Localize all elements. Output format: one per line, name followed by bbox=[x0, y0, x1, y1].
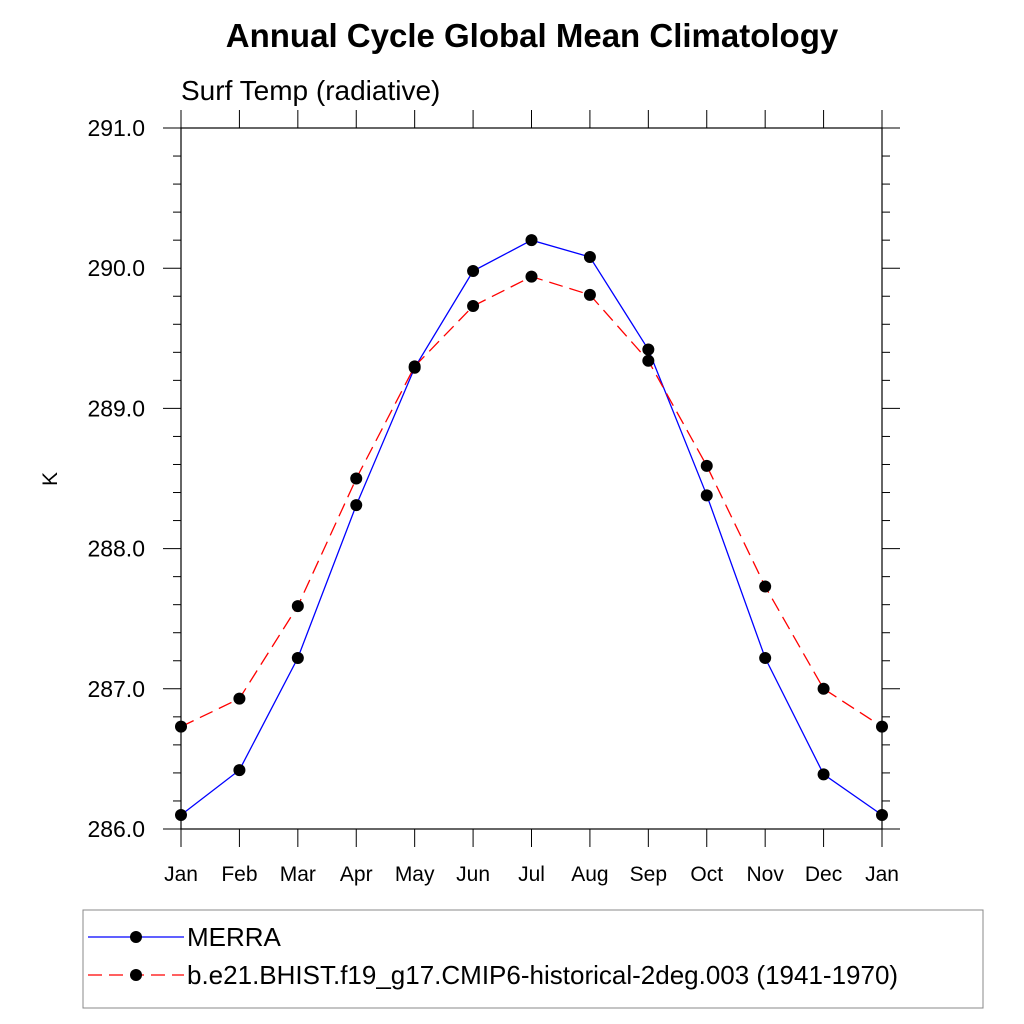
x-axis-ticks: Jan Feb Mar Apr May Jun Jul Aug Sep Oct Nov Dec Jan bbox=[164, 110, 899, 886]
x-tick-label: Jan bbox=[164, 863, 198, 886]
data-point-series-2 bbox=[642, 354, 655, 367]
y-tick-label: 289.0 bbox=[87, 395, 145, 421]
data-point-series-1 bbox=[175, 808, 187, 821]
x-tick-label: Nov bbox=[746, 863, 784, 886]
data-point-series-2 bbox=[700, 459, 713, 472]
data-point-series-1 bbox=[233, 764, 246, 777]
y-tick-label: 288.0 bbox=[87, 536, 145, 562]
data-point-series-2 bbox=[876, 720, 888, 733]
y-tick-label: 291.0 bbox=[87, 115, 145, 141]
data-point-series-1 bbox=[291, 651, 304, 664]
legend-label-1: MERRA bbox=[187, 922, 282, 952]
x-tick-label: Aug bbox=[571, 863, 608, 886]
x-tick-label: Jun bbox=[456, 863, 490, 886]
legend-label-2: b.e21.BHIST.f19_g17.CMIP6-historical-2de… bbox=[187, 960, 898, 990]
data-point-series-2 bbox=[175, 720, 187, 733]
x-tick-label: May bbox=[395, 863, 435, 886]
legend: MERRA b.e21.BHIST.f19_g17.CMIP6-historica… bbox=[82, 909, 984, 1009]
chart-subtitle: Surf Temp (radiative) bbox=[181, 75, 440, 106]
legend-marker-2 bbox=[130, 969, 142, 981]
data-point-series-2 bbox=[583, 288, 596, 301]
plot-frame bbox=[180, 127, 883, 830]
x-tick-label: Sep bbox=[630, 863, 667, 886]
data-point-series-2 bbox=[817, 682, 830, 695]
x-tick-label: Apr bbox=[340, 863, 373, 886]
data-point-series-2 bbox=[759, 580, 772, 593]
y-tick-label: 287.0 bbox=[87, 676, 145, 702]
legend-marker-1 bbox=[130, 931, 142, 943]
x-tick-label: Dec bbox=[805, 863, 842, 886]
data-point-series-2 bbox=[467, 300, 480, 313]
data-point-series-1 bbox=[583, 250, 596, 263]
data-point-series-1 bbox=[700, 489, 713, 502]
data-point-series-1 bbox=[350, 499, 363, 512]
data-point-series-2 bbox=[408, 360, 421, 373]
y-tick-label: 286.0 bbox=[87, 816, 145, 842]
x-tick-label: Jul bbox=[518, 863, 545, 886]
x-tick-label: Mar bbox=[280, 863, 316, 886]
data-point-series-2 bbox=[291, 600, 304, 613]
y-tick-label: 290.0 bbox=[87, 255, 145, 281]
x-tick-label: Jan bbox=[865, 863, 899, 886]
x-tick-label: Oct bbox=[690, 863, 723, 886]
x-tick-label: Feb bbox=[221, 863, 257, 886]
y-axis-label: K bbox=[39, 472, 62, 486]
data-point-series-1 bbox=[817, 768, 830, 781]
data-point-series-1 bbox=[525, 234, 538, 247]
data-point-series-1 bbox=[876, 808, 888, 821]
data-point-series-2 bbox=[233, 692, 246, 705]
series-line-1 bbox=[180, 239, 883, 816]
data-point-series-2 bbox=[525, 270, 538, 283]
legend-box bbox=[82, 909, 984, 1009]
data-point-series-1 bbox=[642, 343, 655, 356]
data-point-series-2 bbox=[350, 472, 363, 485]
series-layer bbox=[175, 234, 888, 821]
data-point-series-1 bbox=[759, 651, 772, 664]
series-line-2 bbox=[180, 275, 883, 728]
chart-title: Annual Cycle Global Mean Climatology bbox=[226, 17, 839, 54]
y-axis-ticks: 286.0 287.0 288.0 289.0 290.0 291.0 bbox=[87, 115, 900, 842]
data-point-series-1 bbox=[467, 265, 480, 278]
